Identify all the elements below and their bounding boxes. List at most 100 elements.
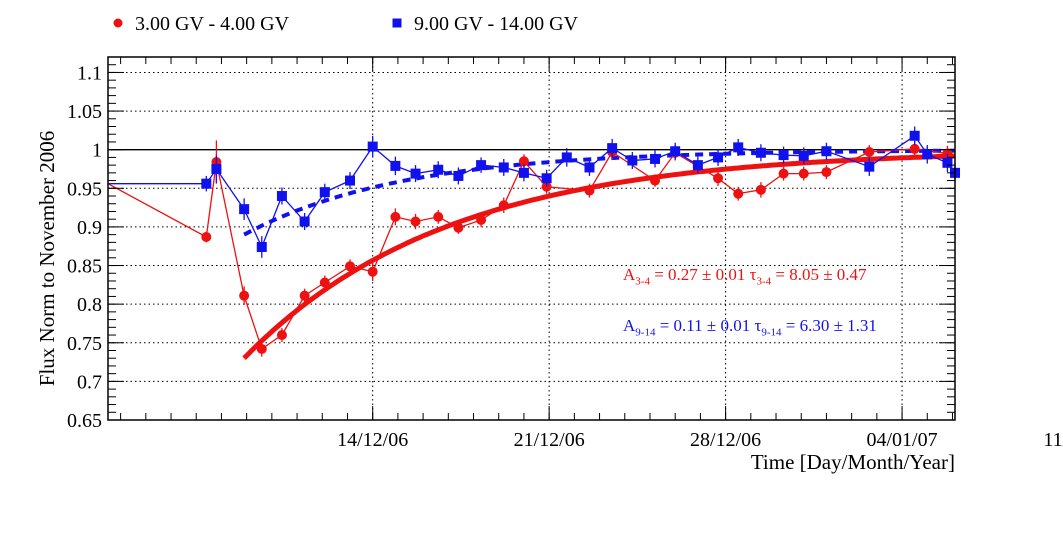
x-tick-label: 11/01/07 xyxy=(1043,429,1063,451)
amplitude-value: = 0.27 ± 0.01 xyxy=(649,265,750,284)
fit-curve-9-14 xyxy=(243,148,956,237)
tau-value: = 8.05 ± 0.47 xyxy=(771,265,867,284)
data-point xyxy=(239,290,250,301)
data-point xyxy=(345,261,355,272)
data-point xyxy=(433,211,444,222)
data-point xyxy=(821,146,832,157)
data-point xyxy=(733,142,744,153)
legend-label: 9.00 GV - 14.00 GV xyxy=(414,13,579,35)
data-point xyxy=(627,155,638,166)
y-tick-label: 0.7 xyxy=(77,371,102,393)
data-point xyxy=(299,216,310,227)
data-point xyxy=(201,178,212,189)
y-tick-label: 0.85 xyxy=(67,256,102,278)
data-point xyxy=(755,184,766,195)
data-point xyxy=(922,149,933,160)
tau-subscript: 3-4 xyxy=(756,275,772,288)
tau-symbol: τ xyxy=(749,265,757,284)
y-tick-label: 1.05 xyxy=(67,101,102,123)
data-point xyxy=(518,167,529,178)
series-3-4 xyxy=(107,140,953,357)
data-point xyxy=(476,214,487,225)
amplitude-symbol: A xyxy=(623,316,636,335)
legend-marker-square xyxy=(392,18,402,28)
series-9-14 xyxy=(108,126,960,258)
y-axis-label: Flux Norm to November 2006 xyxy=(35,131,59,386)
data-point xyxy=(498,162,509,173)
data-point xyxy=(584,162,595,173)
data-point xyxy=(476,160,487,171)
fit-annotation-9-14: A9-14 = 0.11 ± 0.01 τ9-14 = 6.30 ± 1.31 xyxy=(623,316,877,338)
plot-frame xyxy=(107,56,956,421)
data-point xyxy=(518,156,529,167)
data-point xyxy=(319,277,330,288)
data-point xyxy=(909,130,920,141)
data-point xyxy=(276,191,287,202)
data-point xyxy=(453,222,464,233)
data-point xyxy=(607,143,618,154)
fit-annotation-3-4: A3-4 = 0.27 ± 0.01 τ3-4 = 8.05 ± 0.47 xyxy=(623,265,867,287)
tau-subscript: 9-14 xyxy=(761,326,782,339)
legend: 3.00 GV - 4.00 GV 9.00 GV - 14.00 GV xyxy=(113,13,579,35)
data-point xyxy=(410,168,421,179)
data-point xyxy=(864,146,875,157)
legend-label: 3.00 GV - 4.00 GV xyxy=(135,13,290,35)
data-point xyxy=(821,167,832,178)
data-point xyxy=(942,157,953,168)
data-point xyxy=(692,160,703,171)
data-point xyxy=(713,173,724,184)
data-point xyxy=(713,152,724,163)
amplitude-symbol: A xyxy=(623,265,636,284)
data-point xyxy=(864,161,875,172)
data-point xyxy=(755,147,766,158)
data-point xyxy=(778,168,789,179)
data-point xyxy=(345,175,355,186)
data-point xyxy=(498,200,509,211)
y-tick-label: 0.65 xyxy=(67,410,102,432)
data-point xyxy=(319,187,330,198)
data-point xyxy=(650,175,661,186)
y-tick-label: 0.75 xyxy=(67,333,102,355)
tau-symbol: τ xyxy=(754,316,762,335)
data-point xyxy=(201,231,212,242)
data-point xyxy=(561,152,572,163)
data-point xyxy=(256,343,267,354)
data-point xyxy=(367,266,378,277)
x-tick-label: 28/12/06 xyxy=(690,429,761,451)
data-point xyxy=(433,164,444,175)
amplitude-value: = 0.11 ± 0.01 xyxy=(655,316,755,335)
data-point xyxy=(798,150,809,161)
data-point xyxy=(909,143,920,154)
data-point xyxy=(390,160,401,171)
data-point xyxy=(390,211,401,222)
data-series xyxy=(107,126,960,357)
data-point xyxy=(670,146,681,157)
y-tick-label: 0.9 xyxy=(77,217,102,239)
legend-marker-circle xyxy=(113,18,123,28)
y-tick-label: 1.1 xyxy=(77,62,102,84)
fit-curve-3-4 xyxy=(242,153,956,360)
data-point xyxy=(299,290,310,301)
x-tick-label: 04/01/07 xyxy=(867,429,938,451)
data-point xyxy=(256,241,267,252)
data-point xyxy=(733,188,744,199)
x-axis-label: Time [Day/Month/Year] xyxy=(751,450,955,474)
data-point xyxy=(778,150,789,161)
amplitude-subscript: 3-4 xyxy=(635,275,650,288)
tau-value: = 6.30 ± 1.31 xyxy=(781,316,877,335)
x-tick-label: 14/12/06 xyxy=(337,429,408,451)
y-tick-label: 1 xyxy=(92,140,102,162)
x-tick-label: 21/12/06 xyxy=(514,429,585,451)
axes: 0.65 0.7 0.75 0.8 0.85 0.9 0.95 1 1.05 1.1 14/12/0… xyxy=(67,56,1063,451)
amplitude-subscript: 9-14 xyxy=(635,326,656,339)
data-point xyxy=(453,170,464,181)
data-point xyxy=(211,163,222,174)
y-tick-label: 0.8 xyxy=(77,294,102,316)
data-point xyxy=(798,168,809,179)
data-point xyxy=(584,185,595,196)
data-point xyxy=(410,216,421,227)
data-point xyxy=(239,204,250,215)
data-point xyxy=(541,173,552,184)
data-point xyxy=(367,141,378,152)
